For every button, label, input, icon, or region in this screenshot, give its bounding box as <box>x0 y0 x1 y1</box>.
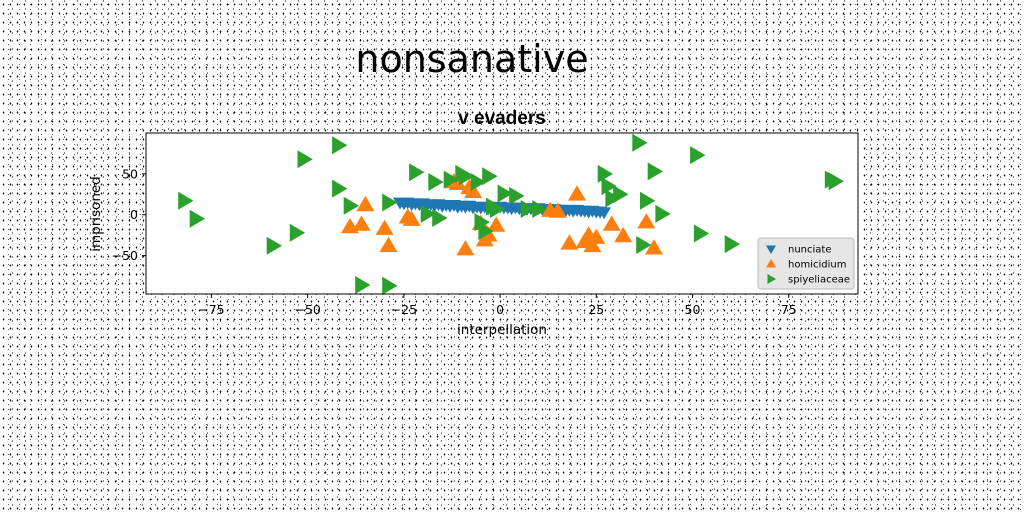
point-spiyeliaceae <box>655 204 671 223</box>
point-homicidium <box>448 174 467 190</box>
series-spiyeliaceae <box>178 133 844 295</box>
legend-label-homicidium: homicidium <box>788 260 846 271</box>
legend-marker-nunciate <box>766 245 776 254</box>
point-spiyeliaceae <box>647 162 663 181</box>
chart-title: v evaders <box>458 108 546 129</box>
point-nunciate <box>597 207 611 220</box>
point-spiyeliaceae <box>178 191 194 210</box>
point-spiyeliaceae <box>332 136 348 155</box>
point-spiyeliaceae <box>632 133 648 152</box>
scatter-marks <box>178 133 844 295</box>
chart-suptitle: nonsanative <box>355 37 588 81</box>
point-spiyeliaceae <box>289 223 306 242</box>
legend: nunciate homicidium spiyeliaceae <box>757 237 855 290</box>
point-spiyeliaceae <box>601 177 617 196</box>
legend-box <box>757 237 855 290</box>
point-homicidium <box>568 185 586 201</box>
x-tick-label: 25 <box>588 302 604 317</box>
x-tick-label: −25 <box>391 302 417 317</box>
legend-label-nunciate: nunciate <box>788 245 832 256</box>
y-tick-label: 0 <box>130 207 138 222</box>
point-homicidium <box>602 215 621 231</box>
point-homicidium <box>456 240 475 256</box>
point-spiyeliaceae <box>297 150 313 169</box>
point-spiyeliaceae <box>266 236 282 255</box>
point-homicidium <box>614 227 633 243</box>
point-homicidium <box>356 195 375 212</box>
y-axis-label: imprisoned <box>88 176 104 252</box>
point-spiyeliaceae <box>355 276 371 294</box>
point-homicidium <box>375 219 394 235</box>
point-homicidium <box>464 182 483 199</box>
point-spiyeliaceae <box>636 236 652 254</box>
point-spiyeliaceae <box>690 146 706 165</box>
point-spiyeliaceae <box>724 235 740 254</box>
legend-marker-spiyeliaceae <box>767 274 776 284</box>
point-spiyeliaceae <box>332 179 348 198</box>
point-spiyeliaceae <box>828 172 844 191</box>
point-spiyeliaceae <box>509 186 525 205</box>
point-homicidium <box>548 202 567 218</box>
legend-label-spiyeliaceae: spiyeliaceae <box>788 275 850 286</box>
point-homicidium <box>379 236 398 253</box>
plot-frame <box>145 132 859 295</box>
x-axis-label: interpellation <box>457 322 547 338</box>
y-tick-label: −50 <box>112 248 138 263</box>
legend-marker-homicidium <box>766 259 776 268</box>
point-spiyeliaceae <box>497 184 513 203</box>
point-homicidium <box>560 234 579 250</box>
y-tick-label: 50 <box>122 166 138 181</box>
point-homicidium <box>402 210 421 226</box>
y-axis: −50 0 50 <box>112 166 146 263</box>
point-homicidium <box>637 213 656 229</box>
x-axis: −75 −50 −25 0 25 50 75 <box>198 294 797 317</box>
point-homicidium <box>583 236 602 253</box>
point-spiyeliaceae <box>474 213 490 232</box>
point-homicidium <box>352 215 371 231</box>
point-spiyeliaceae <box>189 209 205 228</box>
point-spiyeliaceae <box>470 173 486 191</box>
point-spiyeliaceae <box>640 191 656 210</box>
x-tick-label: −50 <box>294 302 320 317</box>
point-homicidium <box>645 239 663 255</box>
point-spiyeliaceae <box>432 209 448 227</box>
point-spiyeliaceae <box>343 196 359 215</box>
point-spiyeliaceae <box>605 189 621 208</box>
x-tick-label: 75 <box>781 302 797 317</box>
point-spiyeliaceae <box>693 224 710 243</box>
point-spiyeliaceae <box>382 276 398 295</box>
point-spiyeliaceae <box>482 167 498 186</box>
point-spiyeliaceae <box>478 222 494 241</box>
point-spiyeliaceae <box>443 170 459 189</box>
point-spiyeliaceae <box>428 173 444 191</box>
point-homicidium <box>587 228 606 244</box>
point-spiyeliaceae <box>420 204 436 223</box>
x-tick-label: 50 <box>685 302 701 317</box>
point-spiyeliaceae <box>489 200 506 218</box>
point-spiyeliaceae <box>520 200 536 218</box>
x-tick-label: 0 <box>496 302 504 317</box>
point-spiyeliaceae <box>409 163 425 182</box>
point-spiyeliaceae <box>382 193 398 212</box>
plot-area <box>146 133 858 294</box>
point-homicidium <box>487 216 506 232</box>
point-spiyeliaceae <box>613 185 629 204</box>
point-spiyeliaceae <box>459 167 475 186</box>
point-spiyeliaceae <box>532 200 548 218</box>
x-tick-label: −75 <box>198 302 224 317</box>
